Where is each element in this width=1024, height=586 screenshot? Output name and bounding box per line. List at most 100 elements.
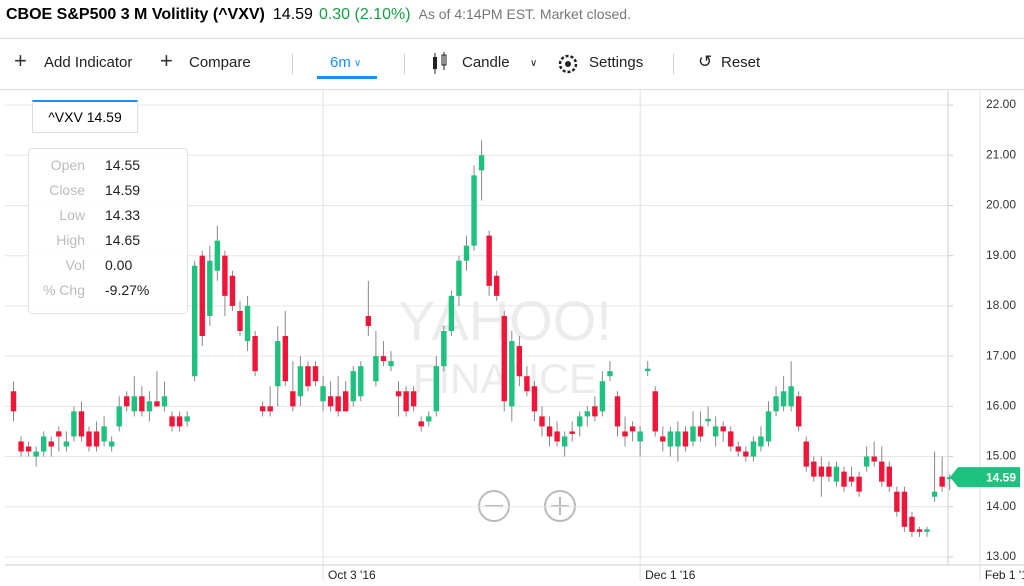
candle-body <box>410 391 417 407</box>
candle-body <box>25 446 32 452</box>
candle-body <box>448 295 455 332</box>
candle-body <box>554 431 560 442</box>
candle-body <box>456 260 462 296</box>
candle-body <box>146 401 153 412</box>
tooltip-price: 14.59 <box>86 109 122 125</box>
candle-body <box>267 406 273 412</box>
zoom-in[interactable] <box>544 490 576 522</box>
add-indicator[interactable]: Add Indicator <box>44 54 133 71</box>
candle-body <box>660 436 666 442</box>
candle-body <box>56 431 62 437</box>
candle-body <box>645 368 651 372</box>
candle-body <box>441 331 447 367</box>
compare[interactable]: Compare <box>189 54 251 71</box>
settings[interactable]: Settings <box>589 54 644 71</box>
candle-body <box>93 431 100 447</box>
candle-body <box>426 416 432 422</box>
candle-body <box>509 341 515 407</box>
separator <box>404 54 405 74</box>
candle-body <box>516 346 523 377</box>
candle-body <box>237 310 243 332</box>
candle-body <box>335 396 341 412</box>
candle-body <box>252 336 258 372</box>
candle-body <box>841 471 847 487</box>
candle-body <box>139 396 145 412</box>
candle-icon <box>433 52 447 74</box>
candle-body <box>365 315 372 326</box>
settings-icon <box>558 54 578 74</box>
candle-body <box>531 386 538 412</box>
change: 0.30 (2.10%) <box>318 6 411 23</box>
candle-body <box>848 476 855 482</box>
candle-body <box>871 456 877 462</box>
candle-body <box>343 391 349 412</box>
candle-body <box>124 396 130 407</box>
candle-body <box>826 466 832 477</box>
tooltip-symbol: ^VXV <box>48 109 83 125</box>
x-tick-label: Oct 3 '16 <box>328 568 376 582</box>
candle-body <box>697 426 704 437</box>
candle-body <box>607 371 613 377</box>
candle-body <box>63 441 70 447</box>
candle-body <box>222 255 228 296</box>
candle-body <box>418 421 424 427</box>
candle-body <box>478 155 485 171</box>
candle-body <box>320 386 326 402</box>
candle-body <box>931 491 938 497</box>
plus-icon: + <box>14 48 27 73</box>
candle-body <box>546 426 553 437</box>
y-tick-label: 13.00 <box>986 549 1016 563</box>
candle-body <box>10 391 17 412</box>
ohlc-value: 14.59 <box>105 182 141 198</box>
status: As of 4:14PM EST. Market closed. <box>418 6 631 22</box>
candle-body <box>758 436 764 447</box>
candle-body <box>720 426 726 432</box>
ohlc-value: 14.65 <box>105 232 141 248</box>
candle-body <box>811 461 817 477</box>
title: CBOE S&P500 3 M Volitlity (^VXV) <box>6 6 265 23</box>
candle-body <box>290 391 296 407</box>
y-tick-label: 19.00 <box>986 248 1016 262</box>
candle-body <box>108 441 115 447</box>
candle-body <box>652 391 658 432</box>
ohlc-label: % Chg <box>42 282 85 298</box>
candle-body <box>705 418 711 422</box>
candle-body <box>214 240 221 271</box>
candle-body <box>561 436 568 447</box>
ohlc-value: 0.00 <box>105 257 133 273</box>
reset[interactable]: Reset <box>721 54 761 71</box>
candle-body <box>629 426 636 432</box>
chart-type[interactable]: Candle <box>462 54 510 71</box>
y-tick-label: 14.00 <box>986 499 1016 513</box>
ohlc-label: High <box>56 232 85 248</box>
candle-body <box>796 396 802 427</box>
candle-body <box>312 366 319 382</box>
price: 14.59 <box>272 6 313 23</box>
candle-body <box>161 396 168 407</box>
tooltip: ^VXV 14.59 <box>32 100 138 133</box>
candle-body <box>879 461 885 482</box>
y-tick-label: 22.00 <box>986 97 1016 111</box>
candle-body <box>599 381 606 412</box>
candle-body <box>18 441 24 452</box>
ohlc-label: Open <box>50 157 85 173</box>
zoom-out[interactable] <box>478 490 510 522</box>
candle-body <box>833 466 840 482</box>
candle-body <box>939 476 945 487</box>
y-tick-label: 21.00 <box>986 147 1016 161</box>
candle-body <box>614 396 621 427</box>
candle-body <box>667 431 674 447</box>
candle-body <box>78 411 85 437</box>
candle-body <box>924 529 930 532</box>
candle-body <box>41 436 47 452</box>
candle-body <box>207 260 213 316</box>
candle-body <box>743 451 749 457</box>
candle-body <box>690 426 696 442</box>
range[interactable]: 6m <box>330 54 351 71</box>
toolbar: + Add Indicator + Compare 6m ∨ Candle ∨ … <box>0 38 1024 90</box>
candle-body <box>327 396 334 407</box>
candle-body <box>33 451 39 457</box>
candle-body <box>750 441 757 457</box>
